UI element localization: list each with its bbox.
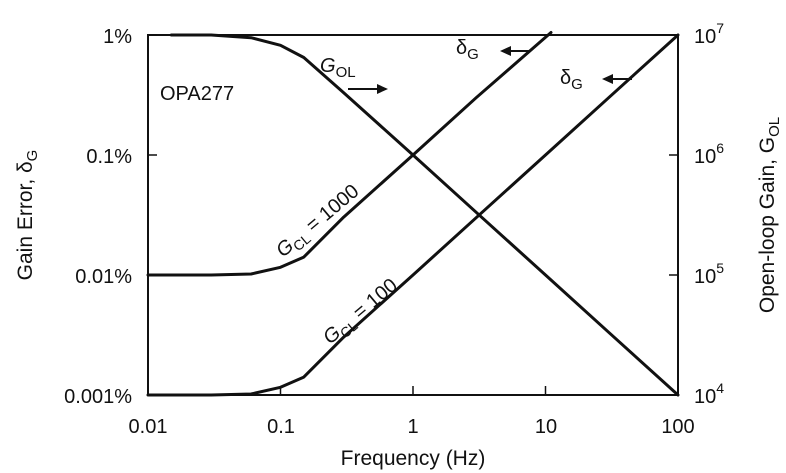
left-y-tick-label: 0.1% xyxy=(86,146,132,168)
delta-arrow-lower xyxy=(602,74,632,84)
right-y-axis-title: Open-loop Gain, GOL xyxy=(756,117,783,313)
right-y-tick-label: 104 xyxy=(694,380,724,408)
x-tick-label: 0.1 xyxy=(267,416,295,438)
right-y-tick-label: 106 xyxy=(694,140,724,168)
left-y-axis-title: Gain Error, δG xyxy=(14,150,41,281)
gcl-100-label: GCL = 100 xyxy=(319,274,404,351)
series-line-1 xyxy=(146,31,553,277)
arrow-head xyxy=(602,74,613,84)
gol-label: GOL xyxy=(320,55,356,81)
left-y-tick-label: 1% xyxy=(103,26,132,48)
gol-arrow xyxy=(348,84,388,94)
delta-label-lower: δG xyxy=(560,67,583,93)
series-line-2 xyxy=(146,33,680,397)
x-axis-title: Frequency (Hz) xyxy=(341,447,486,470)
right-y-tick-label: 107 xyxy=(694,20,724,48)
annotation-arrows xyxy=(348,46,632,94)
left-y-tick-labels: 1% 0.1% 0.01% 0.001% xyxy=(64,26,132,408)
arrow-head xyxy=(500,46,511,56)
gcl-1000-label: GCL = 1000 xyxy=(272,180,365,264)
x-tick-label: 10 xyxy=(535,416,557,438)
delta-label-upper: δG xyxy=(456,37,479,63)
x-tick-labels: 0.01 0.1 1 10 100 xyxy=(129,416,695,438)
device-label: OPA277 xyxy=(160,83,234,105)
arrow-head xyxy=(377,84,388,94)
left-y-tick-label: 0.001% xyxy=(64,386,132,408)
x-tick-label: 100 xyxy=(661,416,694,438)
x-tick-label: 0.01 xyxy=(129,416,168,438)
delta-arrow-upper xyxy=(500,46,530,56)
left-y-tick-label: 0.01% xyxy=(75,266,132,288)
right-y-tick-labels: 107 106 105 104 xyxy=(694,20,724,408)
right-y-tick-label: 105 xyxy=(694,260,724,288)
series-lines xyxy=(146,31,680,397)
x-tick-label: 1 xyxy=(407,416,418,438)
series-line-0 xyxy=(169,33,680,397)
